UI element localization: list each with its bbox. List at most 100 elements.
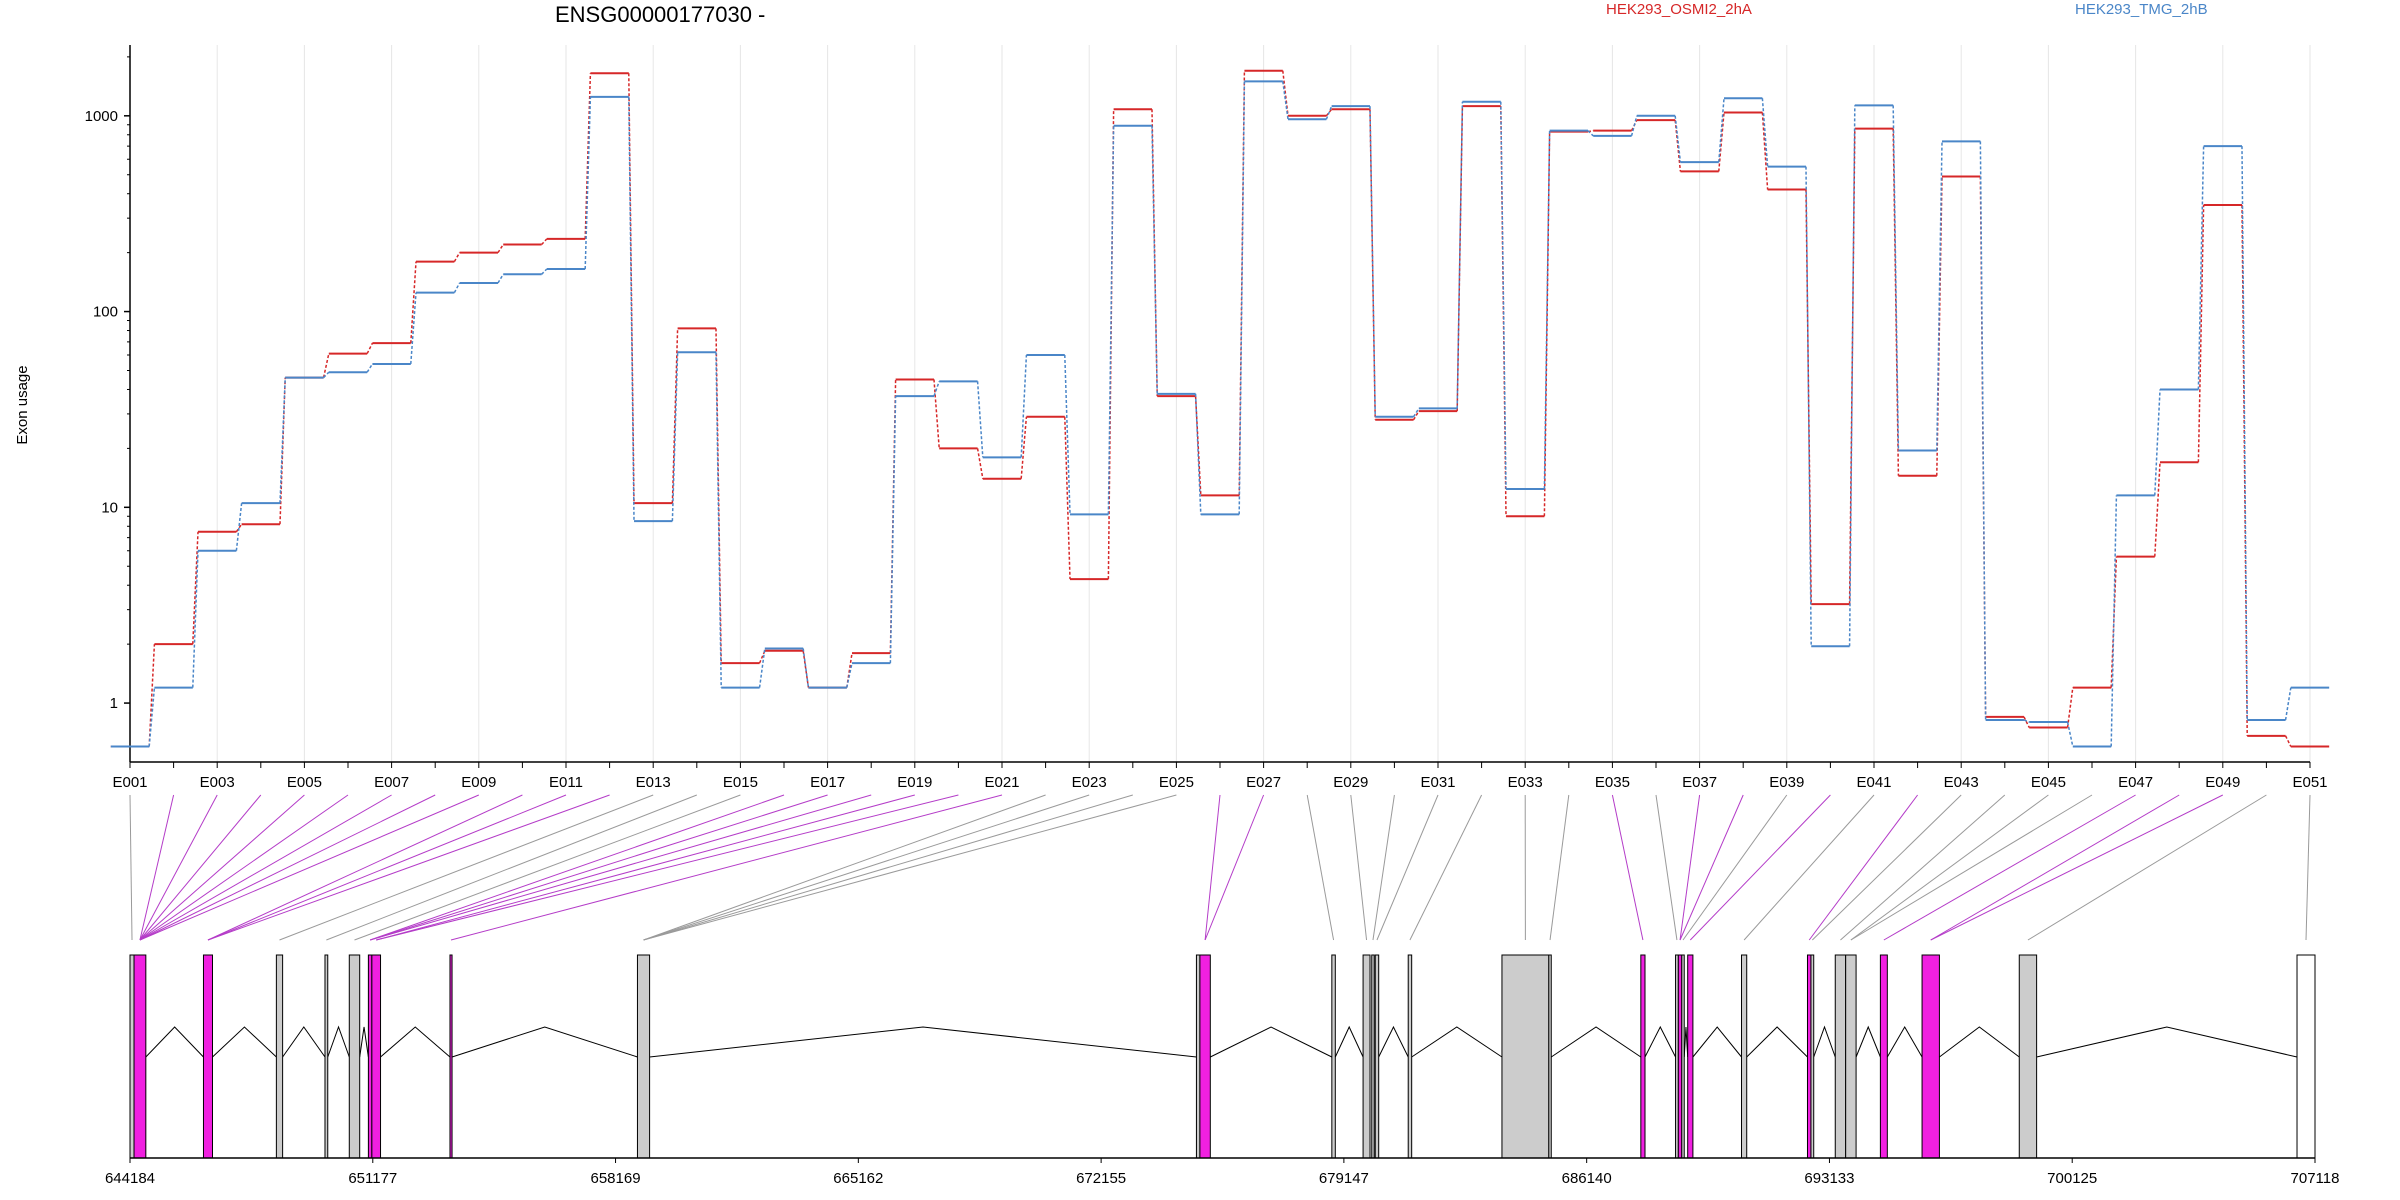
exon-gray — [1371, 954, 1375, 1159]
exon-gray — [1834, 954, 1847, 1159]
x-tick-label: E051 — [2292, 774, 2327, 791]
genomic-tick-label: 665162 — [833, 1170, 883, 1187]
series-connector — [192, 531, 199, 645]
genomic-tick-label: 672155 — [1076, 1170, 1126, 1187]
series-connector — [2197, 205, 2205, 463]
exon-connector — [2027, 794, 2267, 941]
series-connector — [802, 648, 810, 688]
series-lines — [110, 69, 2330, 748]
grid-lines — [129, 45, 2311, 762]
genomic-tick-label: 679147 — [1319, 1170, 1369, 1187]
intron — [327, 1025, 350, 1058]
series-connector — [1936, 141, 1943, 451]
x-tick-label: E045 — [2031, 774, 2066, 791]
series-connector — [235, 503, 243, 551]
series-connector — [541, 268, 548, 275]
series-connector — [453, 252, 461, 262]
exon-connector — [1611, 794, 1644, 941]
series-connector — [497, 273, 504, 284]
x-tick-label: E011 — [549, 774, 583, 791]
series-connector — [1282, 81, 1289, 120]
x-tick-label: E021 — [984, 774, 1019, 791]
intron — [1334, 1025, 1364, 1058]
exon-connector — [326, 794, 697, 941]
series-connector — [2154, 462, 2161, 557]
exon-connector — [376, 794, 915, 941]
intron — [282, 1026, 326, 1058]
series-connector — [802, 650, 810, 688]
x-tick-label: E017 — [810, 774, 845, 791]
series-connector — [671, 352, 679, 522]
x-tick-label: E027 — [1246, 774, 1281, 791]
exon-connector — [369, 794, 872, 941]
series-connector — [1194, 393, 1202, 515]
exon-connector — [450, 794, 1003, 941]
intron — [380, 1026, 451, 1058]
series-connector — [933, 381, 940, 397]
x-tick-label: E003 — [200, 774, 235, 791]
genomic-tick-label: 700125 — [2047, 1170, 2097, 1187]
series-connector — [366, 342, 374, 354]
series-connector — [1500, 101, 1507, 490]
series-connector — [1020, 354, 1028, 458]
exon-gray — [1501, 954, 1550, 1159]
exon-connectors — [129, 794, 2311, 941]
x-tick-label: E043 — [1944, 774, 1979, 791]
x-tick-label: E015 — [723, 774, 758, 791]
exon-magenta — [1677, 954, 1683, 1159]
series-connector — [1456, 101, 1464, 409]
x-tick-label: E019 — [897, 774, 932, 791]
exon-gray — [275, 954, 284, 1159]
series-connector — [1848, 105, 1856, 647]
series-connector — [1282, 70, 1289, 116]
series-connector — [1761, 98, 1769, 167]
intron — [2036, 1026, 2298, 1058]
x-tick-label: E005 — [287, 774, 322, 791]
series-connector — [2110, 495, 2118, 747]
exon-connector — [376, 794, 959, 941]
intron — [649, 1026, 1197, 1058]
series-connector — [453, 282, 461, 293]
genomic-tick-label: 651177 — [348, 1170, 397, 1187]
x-tick-label: E035 — [1595, 774, 1630, 791]
intron — [1886, 1026, 1923, 1058]
intron — [145, 1026, 204, 1058]
exon-connector — [1204, 794, 1221, 941]
exon-connector — [279, 794, 654, 941]
y-axis-label: Exon usage — [14, 365, 31, 444]
exon-white — [2296, 954, 2316, 1159]
genomic-tick-label: 658169 — [591, 1170, 641, 1187]
series-connector — [1630, 115, 1638, 137]
series-connector — [2197, 146, 2205, 390]
exon-connector — [369, 794, 828, 941]
series-connector — [1064, 354, 1071, 515]
exon-connector — [1883, 794, 2136, 941]
series-connector — [1325, 105, 1333, 120]
legend-series-1: HEK293_OSMI2_2hA — [1606, 1, 1752, 18]
exon-connector — [207, 794, 610, 941]
legend-series-2: HEK293_TMG_2hB — [2075, 1, 2208, 18]
series-connector — [1456, 106, 1464, 412]
series-connector — [192, 550, 199, 688]
intron — [1855, 1025, 1881, 1058]
series-connector — [1936, 176, 1943, 476]
series-connector — [2023, 716, 2030, 728]
exon-connector — [139, 794, 392, 941]
chart-title: ENSG00000177030 - — [555, 2, 765, 27]
exon-gray — [348, 954, 361, 1159]
series-connector — [497, 244, 504, 254]
series-connector — [541, 238, 548, 246]
series-connector — [2284, 687, 2292, 721]
exon-gray — [1681, 954, 1685, 1159]
series-connector — [584, 96, 592, 270]
intron — [1644, 1025, 1676, 1058]
exon-magenta — [1806, 954, 1812, 1159]
axes: 1 10 100 1000 E001 E003 E005 E007 E009 E011 E013 E0… — [85, 45, 2328, 791]
series-connector — [1107, 125, 1115, 515]
series-connector — [2023, 719, 2030, 723]
series-connector — [933, 379, 940, 449]
exon-magenta — [1687, 954, 1694, 1159]
exon-gray — [1407, 954, 1413, 1159]
exon-magenta — [371, 954, 382, 1159]
